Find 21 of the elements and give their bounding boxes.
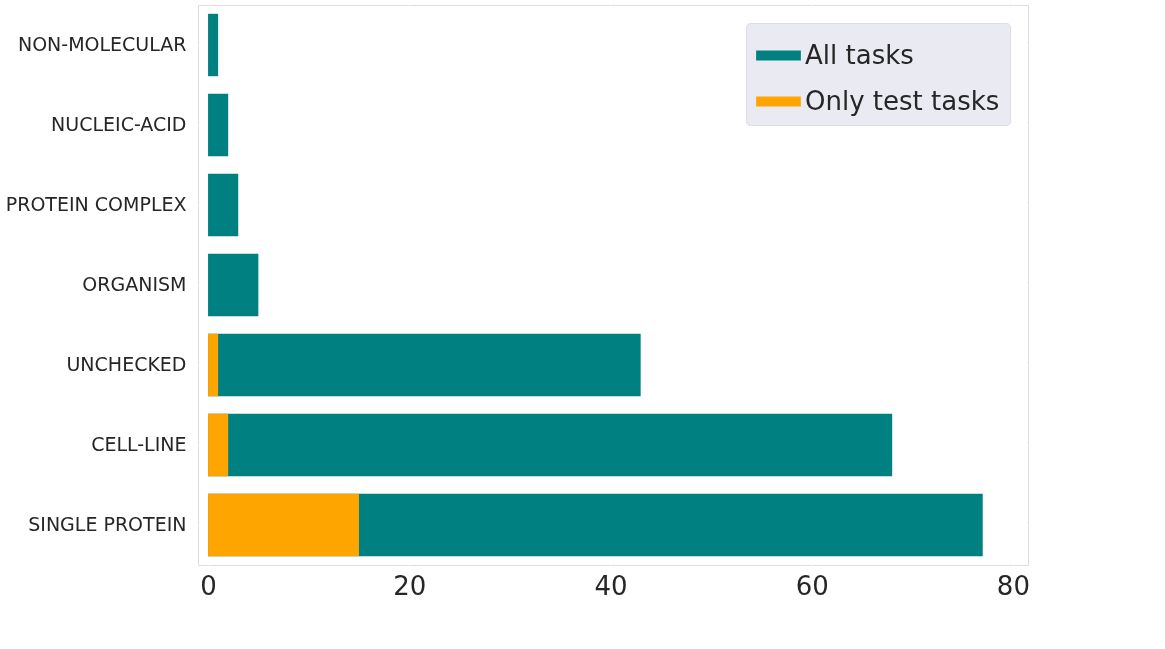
y-tick-label: NON-MOLECULAR xyxy=(17,33,187,55)
bar xyxy=(208,413,229,477)
bar xyxy=(208,173,239,237)
x-tick-label: 60 xyxy=(795,570,829,601)
y-tick-label: SINGLE PROTEIN xyxy=(28,513,187,535)
y-tick-label: UNCHECKED xyxy=(66,353,187,375)
y-tick-label: NUCLEIC-ACID xyxy=(51,113,187,135)
legend-label: Only test tasks xyxy=(805,85,1000,116)
legend-label: All tasks xyxy=(805,39,914,70)
x-tick-label: 20 xyxy=(393,570,427,601)
bar xyxy=(208,93,229,157)
x-tick-label: 80 xyxy=(996,570,1030,601)
x-tick-label: 0 xyxy=(200,570,217,601)
y-tick-label: PROTEIN COMPLEX xyxy=(5,193,187,215)
bar xyxy=(208,13,219,77)
bar xyxy=(208,493,359,557)
bar xyxy=(208,253,259,317)
y-tick-label: CELL-LINE xyxy=(91,433,187,455)
y-tick-label: ORGANISM xyxy=(82,273,187,295)
x-tick-label: 40 xyxy=(594,570,628,601)
bar xyxy=(208,333,219,397)
